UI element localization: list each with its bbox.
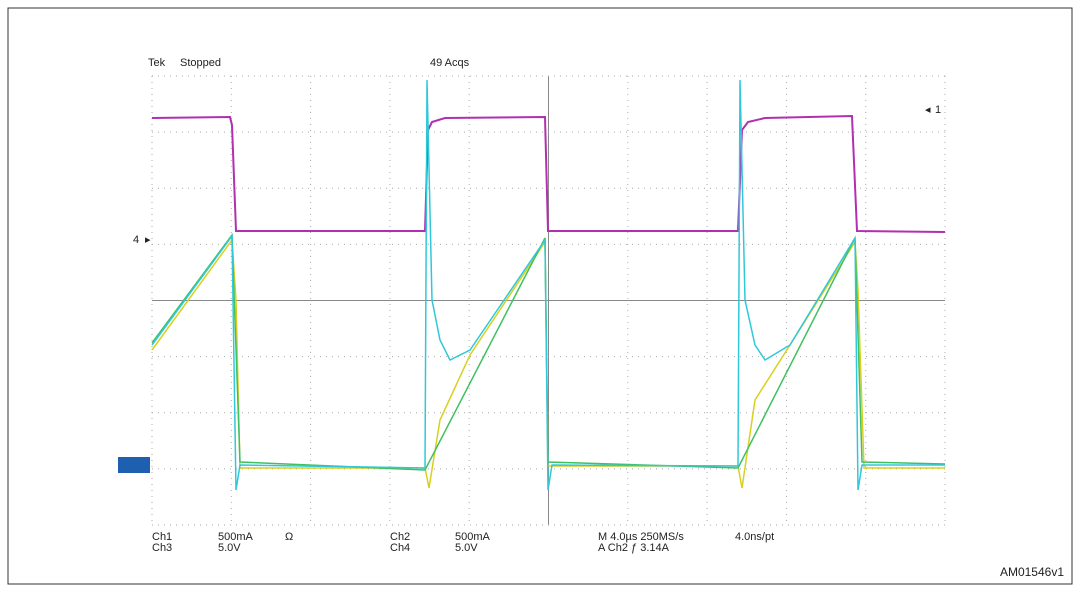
readout-text: 500mA <box>218 531 254 543</box>
ground-marker <box>118 457 150 473</box>
brand: Tek <box>148 57 166 69</box>
readout-text: Ch1 <box>152 531 172 543</box>
figure-border <box>7 7 1073 585</box>
readout-text: 4.0ns/pt <box>735 531 774 543</box>
acquisitions: 49 Acqs <box>430 57 470 69</box>
readout-text: M 4.0µs 250MS/s <box>598 531 684 543</box>
readout-text: Ch3 <box>152 542 172 554</box>
readout-text: Ω <box>285 531 293 543</box>
waveform-cyan <box>151 79 945 491</box>
readout: Ch1 500mA Ω Ch2 500mA M 4.0µs 250MS/s 4.0ns/pt… <box>152 531 774 554</box>
readout-text: Ch4 <box>390 542 410 554</box>
grid <box>151 75 946 526</box>
readout-text: Ch2 <box>390 531 410 543</box>
status: Stopped <box>180 57 221 69</box>
left-arrow: ▸ <box>145 234 151 246</box>
readout-text: 5.0V <box>218 542 241 554</box>
right-marker: 1 <box>935 104 941 116</box>
left-marker: 4 <box>133 234 139 246</box>
right-arrow: ◂ <box>925 104 931 116</box>
waveform-magenta <box>151 114 946 233</box>
figure-id: AM01546v1 <box>1000 565 1064 579</box>
readout-text: A Ch2 ƒ 3.14A <box>598 542 670 554</box>
readout-text: 500mA <box>455 531 491 543</box>
readout-text: 5.0V <box>455 542 478 554</box>
